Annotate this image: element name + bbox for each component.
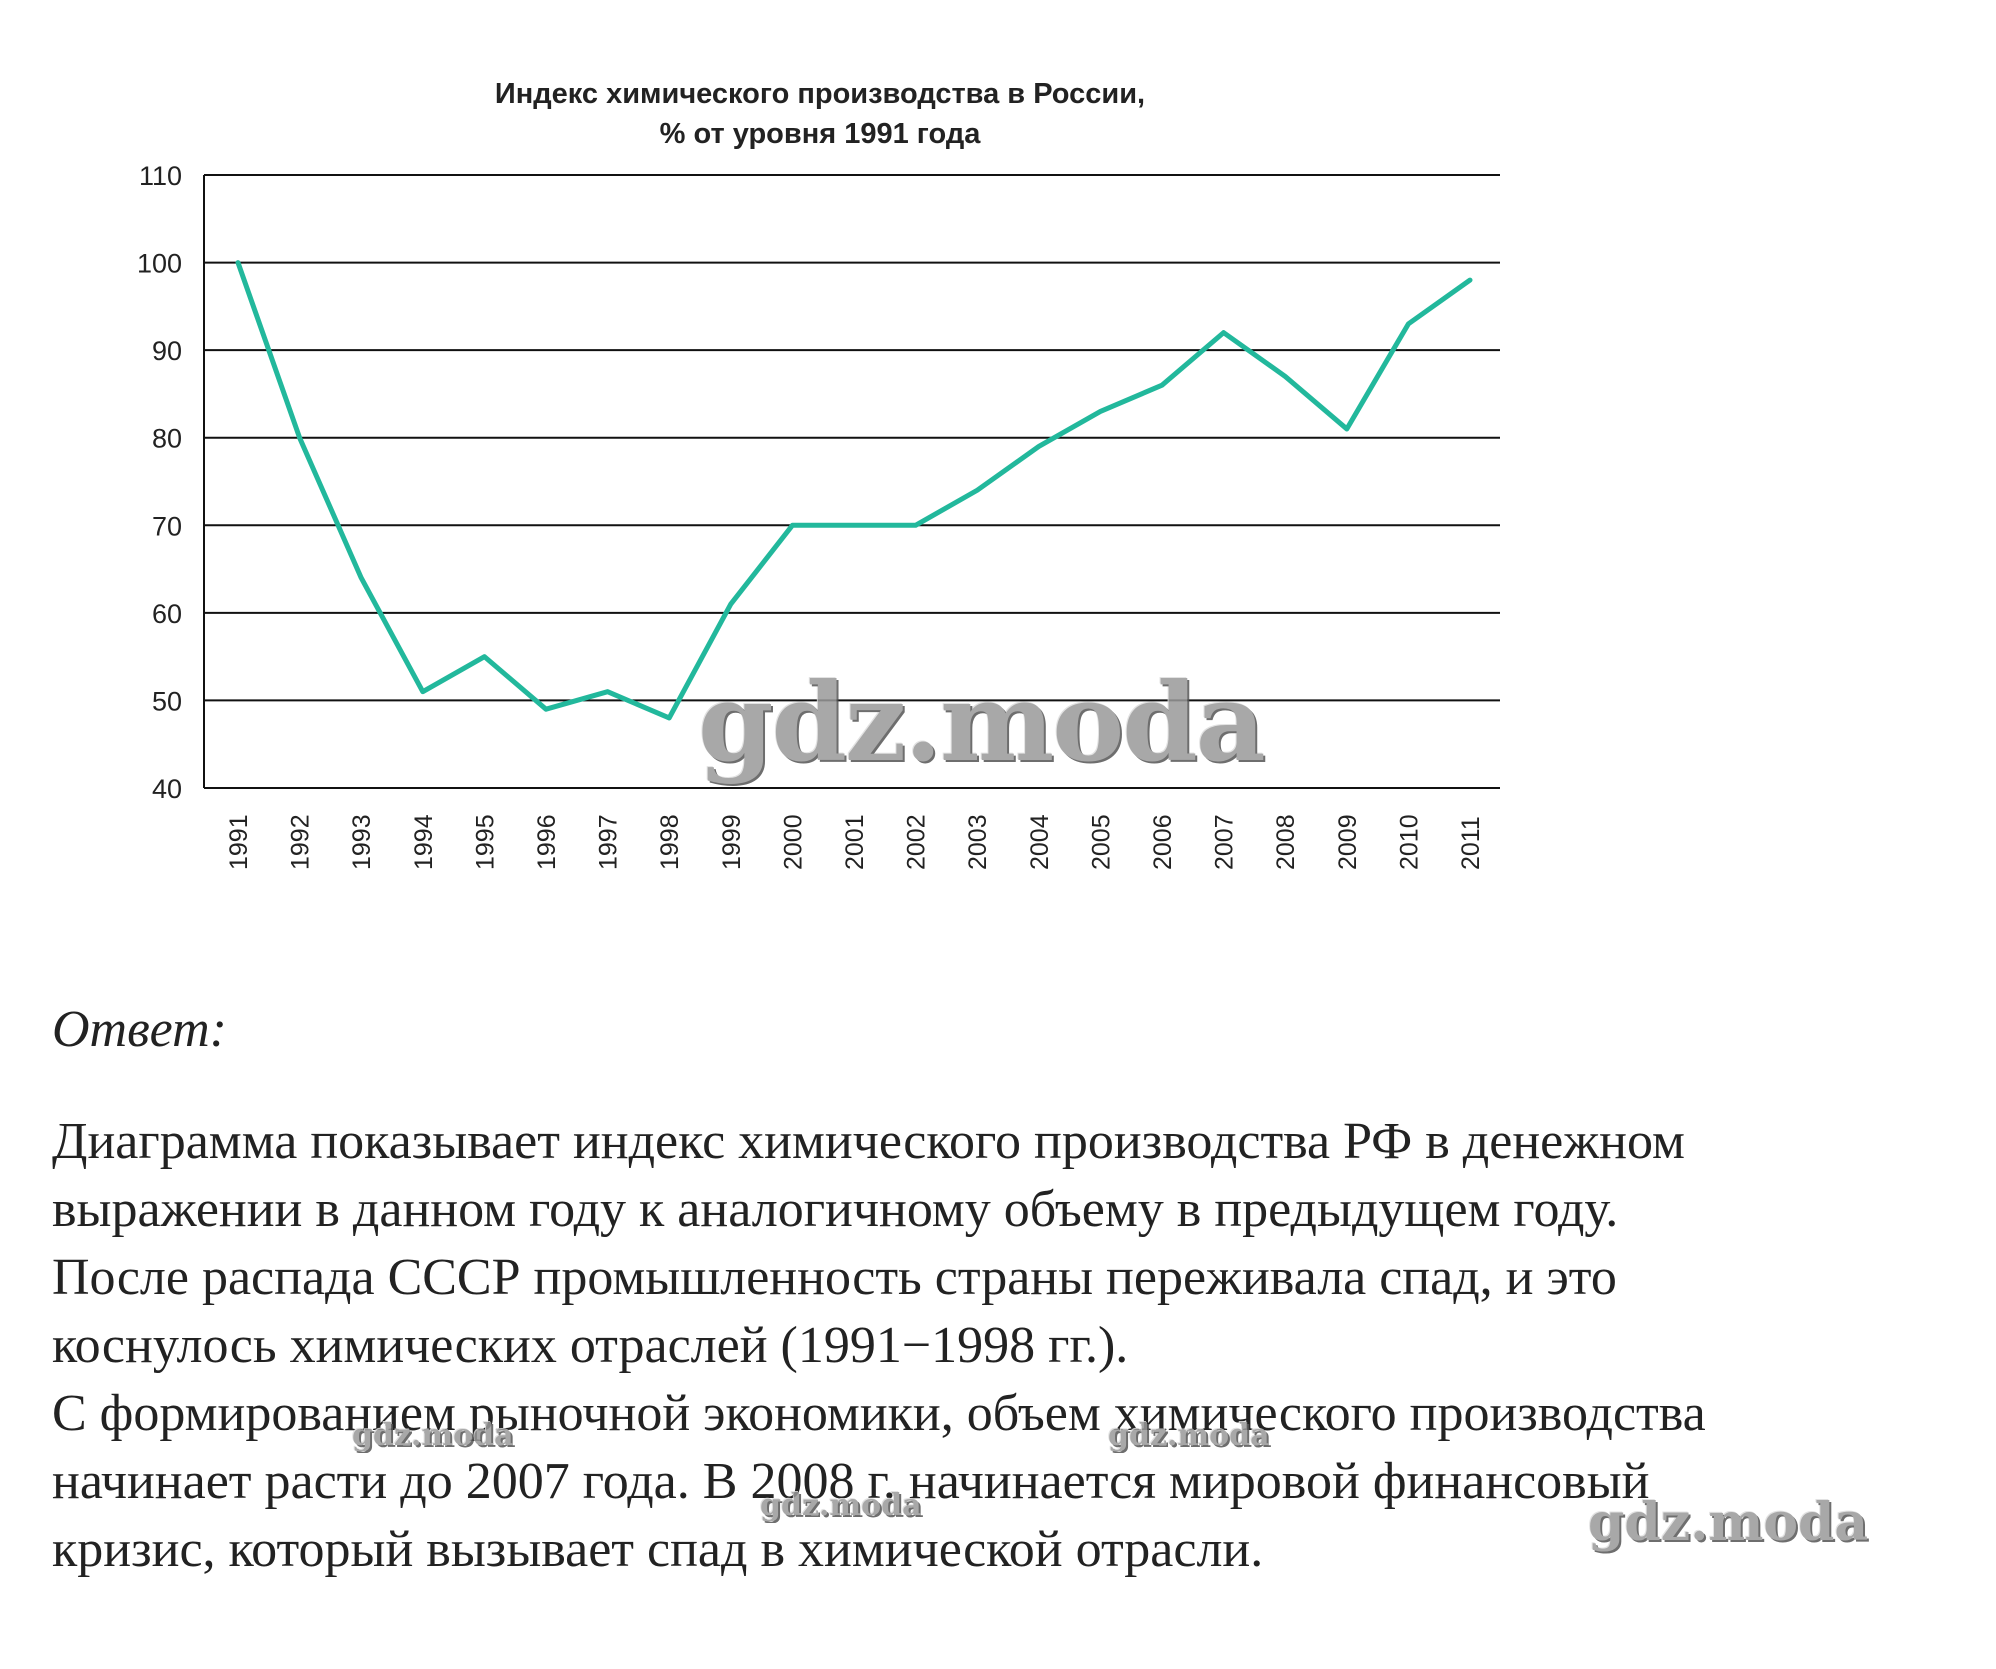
chart-title-line: Индекс химического производства в России… (494, 78, 1146, 110)
answer-line: С формированием рыночной экономики, объе… (52, 1385, 1706, 1442)
answer-heading: Ответ: (52, 1001, 227, 1058)
x-tick-label: 2007 (1211, 814, 1239, 870)
x-tick-label: 1992 (287, 814, 315, 870)
data-point (1222, 331, 1226, 335)
x-tick-label: 1998 (656, 814, 684, 870)
y-tick-label: 40 (152, 774, 182, 804)
x-tick-label: 2009 (1334, 814, 1362, 870)
answer-line: После распада СССР промышленность страны… (52, 1249, 1617, 1306)
y-tick-labels: 40 50 60 70 80 90 100 110 (137, 161, 182, 804)
data-point (606, 690, 610, 694)
data-point (359, 576, 363, 580)
x-tick-label: 2001 (841, 814, 869, 870)
data-point (1160, 383, 1164, 387)
y-tick-label: 100 (137, 249, 182, 279)
x-tick-label: 1994 (410, 814, 438, 870)
data-point (975, 488, 979, 492)
answer-line: начинает расти до 2007 года. В 2008 г. н… (52, 1453, 1650, 1510)
x-tick-label: 1999 (718, 814, 746, 870)
data-point (1406, 322, 1410, 326)
data-point (482, 655, 486, 659)
answer-line: коснулось химических отраслей (1991−1998… (52, 1317, 1129, 1374)
data-point (421, 690, 425, 694)
x-tick-label: 2008 (1272, 814, 1300, 870)
data-point (236, 261, 240, 265)
series-layer (235, 260, 1473, 721)
x-tick-label: 2011 (1457, 816, 1485, 870)
data-point (729, 602, 733, 606)
x-tick-label: 1997 (595, 814, 623, 870)
x-tick-labels: 1991 1992 1993 1994 1995 1996 1997 1998 1999 2000… (225, 814, 1485, 870)
data-point (1468, 278, 1472, 282)
chart-title: Индекс химического производства в России… (210, 74, 1430, 154)
series-line (235, 260, 1473, 721)
x-tick-label: 2002 (903, 814, 931, 870)
data-point (667, 716, 671, 720)
answer-line: выражении в данном году к аналогичному о… (52, 1181, 1619, 1238)
y-tick-label: 90 (152, 336, 182, 366)
gridlines (204, 174, 1500, 789)
answer-line: кризис, который вызывает спад в химическ… (52, 1521, 1264, 1578)
x-tick-label: 1995 (471, 814, 499, 870)
x-tick-label: 2010 (1395, 814, 1423, 870)
data-point (1037, 444, 1041, 448)
data-point (544, 707, 548, 711)
y-tick-label: 80 (152, 424, 182, 454)
x-tick-label: 1993 (348, 814, 376, 870)
data-point (1345, 427, 1349, 431)
x-tick-label: 2005 (1087, 814, 1115, 870)
answer-line: Диаграмма показывает индекс химического … (52, 1113, 1685, 1170)
x-tick-label: 2004 (1026, 814, 1054, 870)
data-point (852, 523, 856, 527)
x-tick-label: 2006 (1149, 814, 1177, 870)
x-tick-label: 1996 (533, 814, 561, 870)
chart-subtitle: % от уровня 1991 года (659, 118, 981, 150)
y-tick-label: 60 (152, 599, 182, 629)
data-point (1098, 409, 1102, 413)
answer-paragraph: Диаграмма показывает индекс химического … (52, 1108, 1952, 1584)
x-tick-label: 1991 (225, 814, 253, 870)
data-point (1283, 374, 1287, 378)
data-point (298, 436, 302, 440)
x-tick-label: 2003 (964, 814, 992, 870)
x-tick-label: 2000 (779, 814, 807, 870)
y-tick-label: 70 (152, 511, 182, 541)
y-tick-label: 110 (139, 161, 182, 191)
data-point (790, 523, 794, 527)
y-tick-label: 50 (152, 686, 182, 716)
data-point (914, 523, 918, 527)
